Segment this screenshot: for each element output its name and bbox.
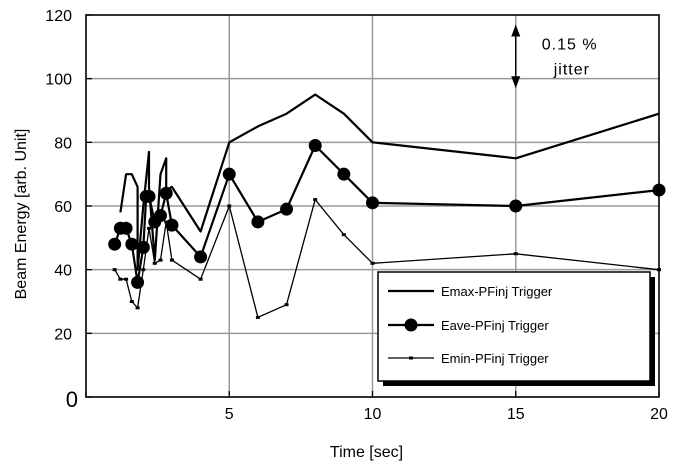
data-point xyxy=(337,167,351,181)
legend-label: Eave-PFinj Trigger xyxy=(441,318,549,333)
data-point xyxy=(119,221,133,235)
y-tick-label: 100 xyxy=(45,72,72,89)
legend-item: Eave-PFinj Trigger xyxy=(388,318,549,333)
y-tick-label: 20 xyxy=(54,326,72,343)
data-point xyxy=(108,237,122,251)
y-tick-label: 80 xyxy=(54,135,72,152)
series-line xyxy=(119,93,660,271)
axis-ticks: 5 10 15 20 0 20 40 60 80 100 120 xyxy=(45,8,668,423)
data-point xyxy=(509,199,523,213)
y-tick-label: 60 xyxy=(54,199,72,216)
data-point xyxy=(153,209,167,223)
data-point xyxy=(194,250,208,264)
data-point xyxy=(366,196,379,210)
legend-item: Emax-PFinj Trigger xyxy=(388,284,553,299)
legend: Emax-PFinj Trigger Eave-PFinj Trigger Emin… xyxy=(377,271,655,386)
data-point xyxy=(136,240,150,254)
x-tick-label: 20 xyxy=(650,406,668,423)
y-tick-label: 0 xyxy=(66,387,78,412)
x-tick-label: 10 xyxy=(364,406,382,423)
plot-series xyxy=(108,93,666,319)
data-point xyxy=(142,189,156,203)
jitter-value-label: 0.15 % xyxy=(542,37,598,54)
data-point xyxy=(251,215,265,229)
x-tick-label: 5 xyxy=(225,406,234,423)
data-point xyxy=(165,218,179,232)
data-point xyxy=(125,237,139,251)
x-axis-title: Time [sec] xyxy=(330,444,403,461)
legend-item: Emin-PFinj Trigger xyxy=(388,351,549,366)
jitter-arrow-head-top xyxy=(511,24,521,37)
data-point xyxy=(222,167,236,181)
series-2 xyxy=(108,139,666,289)
series-3 xyxy=(112,198,661,319)
y-tick-label: 40 xyxy=(54,263,72,280)
y-axis-title: Beam Energy [arb. Unit] xyxy=(13,129,30,300)
legend-marker xyxy=(404,318,418,332)
data-point xyxy=(159,186,173,200)
jitter-annotation: 0.15 % jitter xyxy=(511,24,598,89)
data-point xyxy=(308,139,322,153)
x-tick-label: 15 xyxy=(507,406,525,423)
legend-label: Emax-PFinj Trigger xyxy=(441,284,553,299)
y-tick-label: 120 xyxy=(45,8,72,25)
jitter-text-label: jitter xyxy=(553,62,590,79)
legend-label: Emin-PFinj Trigger xyxy=(441,351,549,366)
data-point xyxy=(280,202,294,216)
series-1 xyxy=(119,93,660,271)
jitter-arrow-head-bottom xyxy=(511,76,521,89)
